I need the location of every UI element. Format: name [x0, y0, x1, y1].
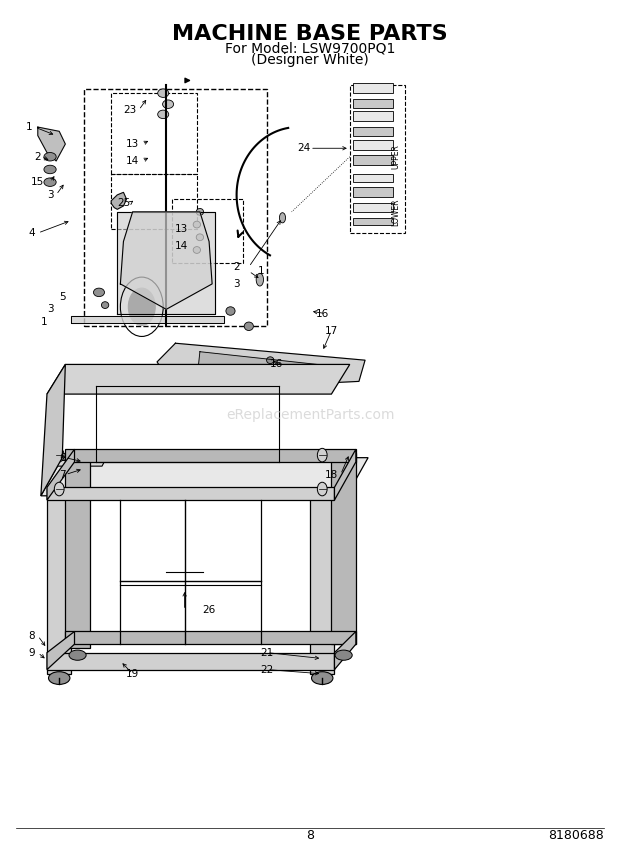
Text: LOWER: LOWER [391, 198, 400, 226]
Polygon shape [38, 127, 65, 161]
Ellipse shape [267, 357, 274, 364]
Text: 8: 8 [29, 631, 35, 640]
Text: 2: 2 [35, 152, 41, 162]
FancyBboxPatch shape [353, 83, 393, 93]
Text: 7: 7 [59, 470, 66, 479]
Text: 16: 16 [316, 308, 329, 318]
Polygon shape [41, 365, 65, 496]
Text: 13: 13 [175, 223, 188, 234]
Circle shape [317, 449, 327, 462]
Text: For Model: LSW9700PQ1: For Model: LSW9700PQ1 [225, 41, 395, 56]
Ellipse shape [94, 288, 105, 297]
Text: 5: 5 [59, 292, 66, 301]
FancyBboxPatch shape [353, 187, 393, 198]
Ellipse shape [193, 247, 200, 253]
Ellipse shape [193, 221, 200, 228]
Text: 24: 24 [297, 143, 311, 153]
Text: 3: 3 [46, 305, 53, 314]
Ellipse shape [311, 672, 333, 685]
Ellipse shape [226, 306, 235, 315]
Text: 8180688: 8180688 [548, 829, 604, 841]
Ellipse shape [162, 100, 174, 109]
Ellipse shape [44, 165, 56, 174]
Text: MACHINE BASE PARTS: MACHINE BASE PARTS [172, 24, 448, 44]
Polygon shape [71, 316, 224, 323]
Text: 1: 1 [25, 122, 32, 132]
Polygon shape [47, 449, 74, 500]
Circle shape [55, 482, 64, 496]
Ellipse shape [196, 234, 203, 241]
Polygon shape [334, 632, 356, 669]
Polygon shape [332, 454, 356, 645]
Text: 18: 18 [325, 470, 338, 479]
Text: 6: 6 [59, 453, 66, 463]
Ellipse shape [69, 650, 86, 660]
Polygon shape [47, 487, 334, 500]
FancyBboxPatch shape [353, 127, 393, 135]
FancyBboxPatch shape [353, 174, 393, 182]
Circle shape [128, 288, 155, 325]
Ellipse shape [335, 650, 352, 660]
Ellipse shape [48, 672, 70, 685]
Text: 2: 2 [233, 262, 240, 272]
Text: 23: 23 [123, 105, 136, 115]
FancyBboxPatch shape [353, 99, 393, 108]
Polygon shape [65, 632, 356, 645]
Text: 9: 9 [29, 648, 35, 657]
Text: 14: 14 [126, 156, 140, 166]
Polygon shape [310, 496, 334, 674]
Polygon shape [47, 461, 105, 467]
Polygon shape [47, 632, 74, 669]
Ellipse shape [157, 110, 169, 119]
Text: 4: 4 [29, 228, 35, 238]
Text: 17: 17 [325, 325, 338, 336]
Text: 16: 16 [270, 360, 283, 370]
Text: 1: 1 [258, 266, 264, 276]
Polygon shape [197, 352, 340, 381]
Ellipse shape [44, 152, 56, 161]
Polygon shape [65, 449, 356, 462]
Text: 3: 3 [46, 190, 53, 200]
Text: 21: 21 [260, 648, 274, 657]
Polygon shape [334, 449, 356, 500]
Ellipse shape [157, 89, 169, 98]
FancyBboxPatch shape [353, 140, 393, 150]
Polygon shape [47, 652, 334, 669]
Polygon shape [120, 211, 212, 309]
Text: 3: 3 [233, 279, 240, 288]
FancyBboxPatch shape [353, 217, 393, 224]
Text: 22: 22 [260, 664, 274, 675]
Polygon shape [117, 211, 215, 313]
Polygon shape [47, 365, 350, 394]
Text: 26: 26 [203, 605, 216, 615]
FancyBboxPatch shape [353, 204, 393, 211]
Ellipse shape [196, 209, 203, 215]
Text: 15: 15 [31, 177, 45, 187]
Text: 1: 1 [41, 317, 47, 327]
Polygon shape [41, 458, 368, 496]
Text: UPPER: UPPER [391, 145, 400, 169]
FancyBboxPatch shape [353, 111, 393, 122]
FancyBboxPatch shape [353, 155, 393, 165]
Polygon shape [65, 458, 90, 648]
Ellipse shape [244, 322, 254, 330]
Polygon shape [157, 343, 365, 389]
Text: (Designer White): (Designer White) [251, 53, 369, 67]
Text: 25: 25 [117, 199, 130, 208]
Text: 19: 19 [126, 669, 140, 679]
Ellipse shape [44, 178, 56, 187]
Circle shape [317, 482, 327, 496]
Ellipse shape [280, 212, 286, 223]
Text: 14: 14 [175, 241, 188, 251]
Ellipse shape [102, 301, 108, 308]
Polygon shape [111, 193, 126, 210]
Polygon shape [47, 496, 71, 674]
Text: 13: 13 [126, 139, 140, 149]
Circle shape [55, 449, 64, 462]
Text: eReplacementParts.com: eReplacementParts.com [226, 408, 394, 422]
Ellipse shape [256, 273, 264, 286]
Text: 8: 8 [306, 829, 314, 841]
